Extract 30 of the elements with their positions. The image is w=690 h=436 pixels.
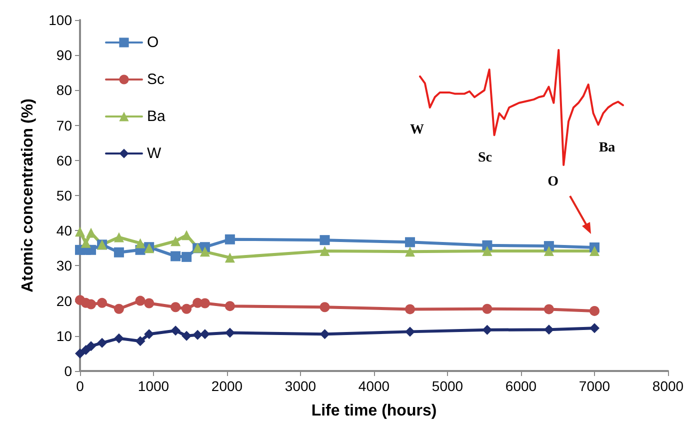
x-tick-label: 7000 (578, 378, 610, 394)
legend-label: W (147, 145, 162, 162)
x-tick-label: 3000 (284, 378, 316, 394)
y-tick-label: 60 (56, 152, 72, 168)
y-tick-label: 90 (56, 47, 72, 64)
annotation: O (548, 174, 559, 190)
legend-label: Sc (147, 71, 166, 88)
y-tick-label: 20 (56, 292, 72, 309)
annotation: Ba (598, 140, 616, 156)
x-tick-label: 8000 (652, 378, 684, 394)
y-tick-label: 40 (56, 222, 72, 239)
legend-label: O (147, 34, 159, 51)
x-tick-label: 1000 (138, 378, 170, 394)
annotation: W (410, 122, 424, 138)
legend-label: Ba (147, 108, 166, 125)
annotation: Sc (478, 150, 492, 166)
x-tick-label: 2000 (211, 378, 243, 394)
x-tick-label: 4000 (358, 378, 390, 394)
x-tick-label: 0 (76, 378, 84, 394)
x-tick-label: 5000 (432, 378, 464, 394)
y-tick-label: 30 (56, 258, 72, 274)
y-tick-label: 50 (56, 188, 72, 204)
y-axis-title: Atomic concentration (%) (20, 98, 36, 292)
y-tick-label: 70 (56, 117, 72, 134)
y-tick-label: 100 (48, 12, 72, 28)
y-tick-label: 80 (56, 82, 72, 98)
x-axis-title: Life time (hours) (311, 402, 437, 420)
y-tick-label: 0 (64, 363, 72, 379)
y-tick-label: 10 (56, 328, 72, 344)
x-tick-label: 6000 (505, 378, 537, 394)
